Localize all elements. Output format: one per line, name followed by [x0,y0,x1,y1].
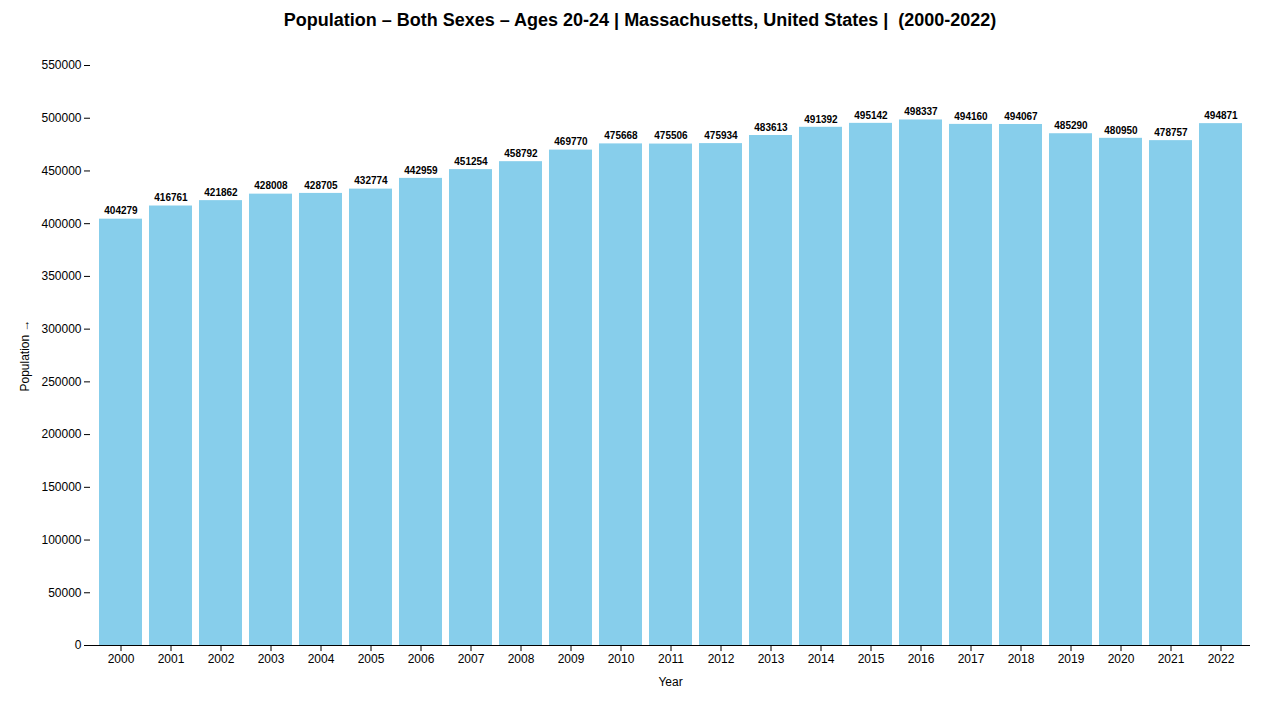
svg-text:100000: 100000 [41,533,81,547]
svg-text:498337: 498337 [904,106,938,117]
svg-text:421862: 421862 [204,187,238,198]
svg-text:2010: 2010 [608,652,635,666]
html-text:Population – Both Sexes – Ages: Population – Both Sexes – Ages 20-24 | M… [283,10,997,30]
svg-text:451254: 451254 [454,156,488,167]
svg-text:2022: 2022 [1208,652,1235,666]
svg-text:500000: 500000 [41,111,81,125]
svg-text:485290: 485290 [1054,120,1088,131]
svg-text:550000: 550000 [41,58,81,72]
svg-text:2019: 2019 [1058,652,1085,666]
svg-text:250000: 250000 [41,375,81,389]
svg-text:2012: 2012 [708,652,735,666]
svg-text:Year: Year [658,675,682,689]
svg-text:442959: 442959 [404,165,438,176]
svg-text:2015: 2015 [858,652,885,666]
svg-text:428705: 428705 [304,180,338,191]
svg-text:2020: 2020 [1108,652,1135,666]
svg-text:2021: 2021 [1158,652,1185,666]
svg-text:2018: 2018 [1008,652,1035,666]
svg-text:478757: 478757 [1154,127,1188,138]
svg-text:150000: 150000 [41,480,81,494]
svg-text:50000: 50000 [48,586,82,600]
svg-text:432774: 432774 [354,175,388,186]
svg-text:2014: 2014 [808,652,835,666]
svg-text:2016: 2016 [908,652,935,666]
svg-text:494067: 494067 [1004,111,1038,122]
svg-text:494871: 494871 [1204,110,1238,121]
svg-text:400000: 400000 [41,217,81,231]
svg-text:495142: 495142 [854,110,888,121]
svg-text:458792: 458792 [504,148,538,159]
svg-text:0: 0 [75,638,82,652]
svg-text:2001: 2001 [158,652,185,666]
svg-text:494160: 494160 [954,111,988,122]
svg-text:2004: 2004 [308,652,335,666]
svg-text:2003: 2003 [258,652,285,666]
svg-text:2006: 2006 [408,652,435,666]
svg-text:2000: 2000 [108,652,135,666]
svg-text:2005: 2005 [358,652,385,666]
svg-text:2017: 2017 [958,652,985,666]
svg-text:2007: 2007 [458,652,485,666]
svg-text:2009: 2009 [558,652,585,666]
svg-text:2002: 2002 [208,652,235,666]
svg-text:475506: 475506 [654,130,688,141]
svg-text:2011: 2011 [658,652,684,666]
svg-text:475934: 475934 [704,130,738,141]
svg-text:200000: 200000 [41,427,81,441]
svg-text:300000: 300000 [41,322,81,336]
svg-text:469770: 469770 [554,136,588,147]
svg-text:450000: 450000 [41,164,81,178]
svg-text:475668: 475668 [604,130,638,141]
svg-text:2008: 2008 [508,652,535,666]
svg-text:350000: 350000 [41,269,81,283]
svg-text:483613: 483613 [754,122,788,133]
svg-text:480950: 480950 [1104,125,1138,136]
svg-text:416761: 416761 [154,192,188,203]
svg-text:404279: 404279 [104,205,138,216]
svg-text:491392: 491392 [804,114,838,125]
svg-text:2013: 2013 [758,652,785,666]
svg-text:428008: 428008 [254,180,288,191]
svg-text:Population →: Population → [18,319,32,391]
